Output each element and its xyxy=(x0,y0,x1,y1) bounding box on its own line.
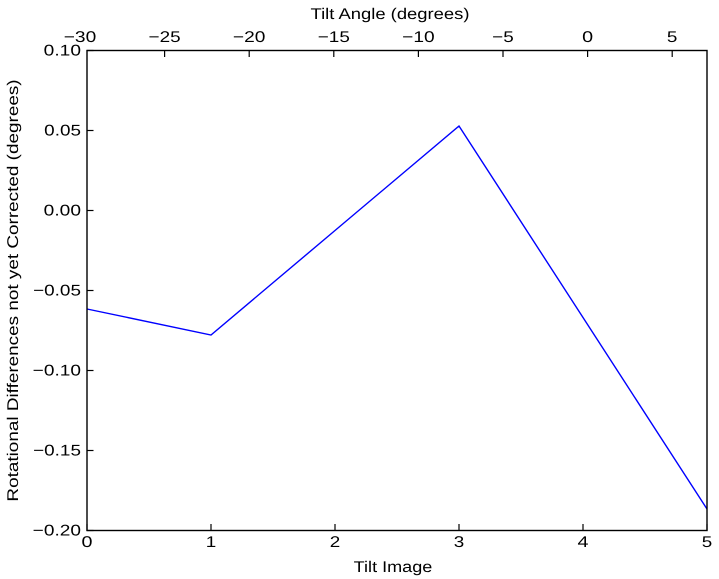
svg-text:−0.15: −0.15 xyxy=(33,443,81,460)
svg-text:−25: −25 xyxy=(149,29,181,46)
svg-text:1: 1 xyxy=(206,534,217,551)
svg-text:0: 0 xyxy=(82,534,93,551)
svg-text:−15: −15 xyxy=(318,29,350,46)
svg-text:3: 3 xyxy=(454,534,465,551)
svg-text:2: 2 xyxy=(330,534,341,551)
svg-text:0.10: 0.10 xyxy=(44,43,82,60)
svg-text:Tilt Image: Tilt Image xyxy=(354,559,433,576)
svg-text:0.05: 0.05 xyxy=(44,123,81,140)
svg-text:5: 5 xyxy=(667,29,678,46)
svg-text:4: 4 xyxy=(578,534,589,551)
svg-text:0: 0 xyxy=(582,29,593,46)
svg-text:Tilt Angle (degrees): Tilt Angle (degrees) xyxy=(311,6,470,23)
svg-text:−0.05: −0.05 xyxy=(33,283,81,300)
svg-text:Rotational Differences not yet: Rotational Differences not yet Corrected… xyxy=(5,79,22,501)
svg-text:−20: −20 xyxy=(233,29,266,46)
svg-text:−0.20: −0.20 xyxy=(33,523,82,540)
svg-text:0.00: 0.00 xyxy=(44,203,82,220)
svg-text:5: 5 xyxy=(702,534,713,551)
svg-text:−0.10: −0.10 xyxy=(33,363,82,380)
svg-text:−10: −10 xyxy=(402,29,435,46)
svg-text:−5: −5 xyxy=(492,29,514,46)
